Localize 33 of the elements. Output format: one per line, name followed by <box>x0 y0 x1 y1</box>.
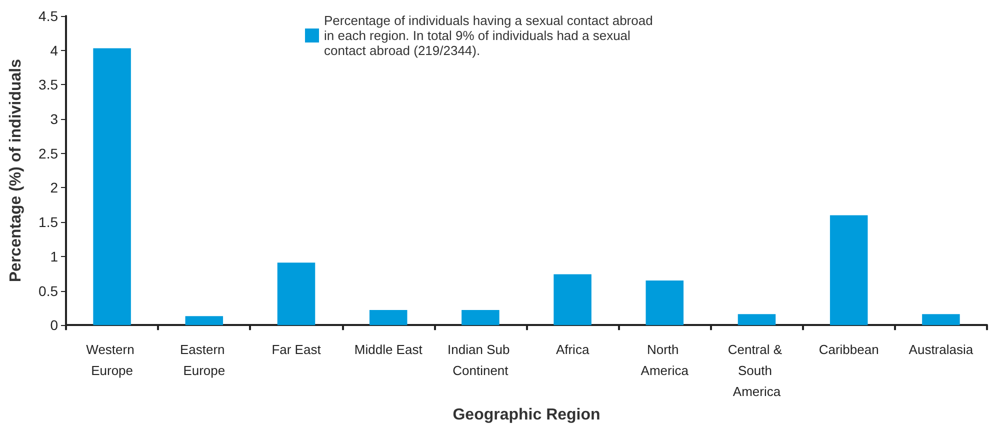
bar <box>738 314 776 326</box>
y-tick-label: 1.5 <box>38 214 58 230</box>
x-tick-label: Indian Sub Continent <box>448 342 514 378</box>
y-tick-label: 2.5 <box>38 145 58 162</box>
x-tick-label: Far East <box>272 342 322 358</box>
y-tick-label: 4 <box>50 42 58 58</box>
bar <box>922 314 960 326</box>
y-tick-label: 3.5 <box>38 76 58 93</box>
bar <box>462 310 500 326</box>
x-tick-label: Caribbean <box>818 342 879 358</box>
bar <box>554 274 592 326</box>
x-tick-label: Middle East <box>354 342 423 358</box>
bar <box>93 48 131 326</box>
bar <box>369 310 408 326</box>
y-tick-label: 0.5 <box>38 282 58 299</box>
bar <box>277 262 316 326</box>
bar <box>830 215 868 326</box>
y-tick-label: 4.5 <box>38 8 58 24</box>
y-tick-label: 0 <box>50 317 58 334</box>
x-tick-label: Eastern Europe <box>180 342 228 378</box>
x-tick-label: Western Europe <box>86 342 138 378</box>
x-tick-label: Africa <box>556 342 590 358</box>
bar <box>185 316 224 326</box>
legend-label: Percentage of individuals having a sexual contact abroad in each region. In total 9% of individuals had a sexual contact abroad (219/2344). <box>324 13 656 58</box>
x-tick-label: North America <box>640 342 690 378</box>
y-tick-label: 1 <box>50 248 58 264</box>
bar <box>646 280 684 326</box>
y-tick-label: 2 <box>50 180 58 196</box>
y-tick-label: 3 <box>50 111 58 128</box>
x-axis-title: Geographic Region <box>452 406 600 424</box>
x-tick-label: Central & South America <box>728 342 786 400</box>
y-axis-title: Percentage (%) of individuals <box>8 58 24 282</box>
x-tick-label: Australasia <box>908 342 974 358</box>
